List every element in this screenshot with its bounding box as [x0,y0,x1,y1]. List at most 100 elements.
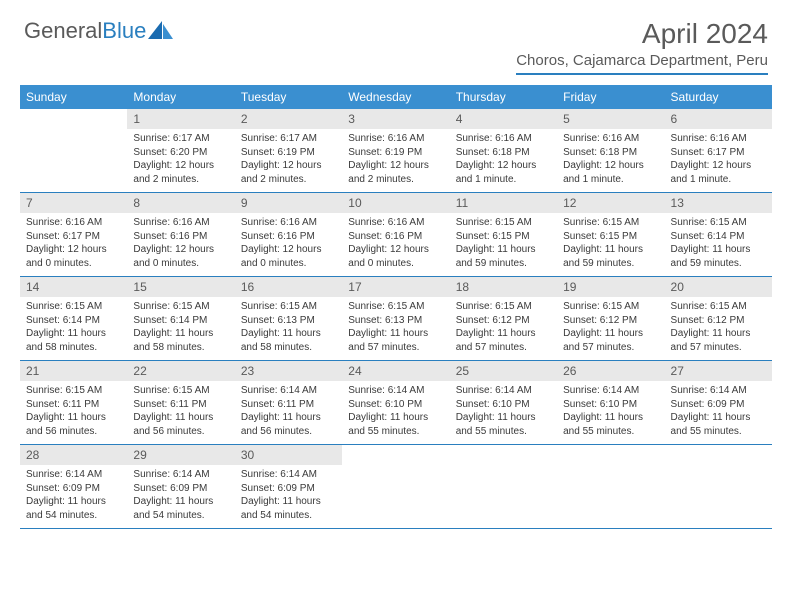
day-body: Sunrise: 6:14 AMSunset: 6:11 PMDaylight:… [235,381,342,444]
daylight-text: Daylight: 11 hours and 56 minutes. [133,411,228,438]
sunrise-text: Sunrise: 6:17 AM [241,132,336,146]
sunrise-text: Sunrise: 6:14 AM [241,384,336,398]
sunrise-text: Sunrise: 6:16 AM [563,132,658,146]
sunset-text: Sunset: 6:16 PM [133,230,228,244]
day-body: Sunrise: 6:17 AMSunset: 6:20 PMDaylight:… [127,129,234,192]
sunset-text: Sunset: 6:11 PM [241,398,336,412]
day-number: 19 [557,277,664,297]
sunset-text: Sunset: 6:12 PM [671,314,766,328]
sunset-text: Sunset: 6:16 PM [348,230,443,244]
day-cell: 21Sunrise: 6:15 AMSunset: 6:11 PMDayligh… [20,361,127,444]
sunset-text: Sunset: 6:12 PM [563,314,658,328]
month-title: April 2024 [516,18,768,50]
sunrise-text: Sunrise: 6:15 AM [563,300,658,314]
day-cell: 20Sunrise: 6:15 AMSunset: 6:12 PMDayligh… [665,277,772,360]
day-cell: 2Sunrise: 6:17 AMSunset: 6:19 PMDaylight… [235,109,342,192]
day-body: Sunrise: 6:15 AMSunset: 6:15 PMDaylight:… [557,213,664,276]
sunrise-text: Sunrise: 6:14 AM [563,384,658,398]
daylight-text: Daylight: 12 hours and 2 minutes. [348,159,443,186]
day-number: 12 [557,193,664,213]
day-cell: 27Sunrise: 6:14 AMSunset: 6:09 PMDayligh… [665,361,772,444]
sunset-text: Sunset: 6:19 PM [348,146,443,160]
sunrise-text: Sunrise: 6:15 AM [26,300,121,314]
day-cell: 28Sunrise: 6:14 AMSunset: 6:09 PMDayligh… [20,445,127,528]
sunset-text: Sunset: 6:16 PM [241,230,336,244]
day-cell: 1Sunrise: 6:17 AMSunset: 6:20 PMDaylight… [127,109,234,192]
day-cell: 10Sunrise: 6:16 AMSunset: 6:16 PMDayligh… [342,193,449,276]
day-cell: 23Sunrise: 6:14 AMSunset: 6:11 PMDayligh… [235,361,342,444]
sunset-text: Sunset: 6:18 PM [563,146,658,160]
logo-text-blue: Blue [102,18,146,44]
daylight-text: Daylight: 11 hours and 57 minutes. [563,327,658,354]
day-cell: 8Sunrise: 6:16 AMSunset: 6:16 PMDaylight… [127,193,234,276]
day-number: 25 [450,361,557,381]
daylight-text: Daylight: 11 hours and 59 minutes. [671,243,766,270]
sunset-text: Sunset: 6:13 PM [348,314,443,328]
daylight-text: Daylight: 11 hours and 59 minutes. [563,243,658,270]
day-number: 18 [450,277,557,297]
sunrise-text: Sunrise: 6:16 AM [348,132,443,146]
day-number: 10 [342,193,449,213]
sunrise-text: Sunrise: 6:15 AM [671,300,766,314]
sunrise-text: Sunrise: 6:15 AM [133,300,228,314]
sunset-text: Sunset: 6:17 PM [671,146,766,160]
day-body: Sunrise: 6:15 AMSunset: 6:11 PMDaylight:… [127,381,234,444]
sunrise-text: Sunrise: 6:14 AM [241,468,336,482]
sunset-text: Sunset: 6:14 PM [133,314,228,328]
sunrise-text: Sunrise: 6:16 AM [241,216,336,230]
day-cell: 12Sunrise: 6:15 AMSunset: 6:15 PMDayligh… [557,193,664,276]
day-cell: 18Sunrise: 6:15 AMSunset: 6:12 PMDayligh… [450,277,557,360]
sunrise-text: Sunrise: 6:15 AM [563,216,658,230]
logo-sail-icon [148,21,174,41]
daylight-text: Daylight: 12 hours and 1 minute. [671,159,766,186]
day-cell: 4Sunrise: 6:16 AMSunset: 6:18 PMDaylight… [450,109,557,192]
sunrise-text: Sunrise: 6:14 AM [133,468,228,482]
day-number: 26 [557,361,664,381]
daylight-text: Daylight: 12 hours and 1 minute. [456,159,551,186]
day-cell: 19 Sunrise: 6:15 AMSunset: 6:12 PMDayligh… [557,277,664,360]
sunrise-text: Sunrise: 6:16 AM [348,216,443,230]
day-number: 7 [20,193,127,213]
sunset-text: Sunset: 6:17 PM [26,230,121,244]
day-number: 22 [127,361,234,381]
day-number: 8 [127,193,234,213]
day-body: Sunrise: 6:16 AMSunset: 6:17 PMDaylight:… [665,129,772,192]
day-number: 4 [450,109,557,129]
daylight-text: Daylight: 12 hours and 2 minutes. [133,159,228,186]
daylight-text: Daylight: 11 hours and 55 minutes. [563,411,658,438]
week-row: 21Sunrise: 6:15 AMSunset: 6:11 PMDayligh… [20,361,772,445]
day-body: Sunrise: 6:14 AMSunset: 6:09 PMDaylight:… [235,465,342,528]
daylight-text: Daylight: 12 hours and 2 minutes. [241,159,336,186]
day-cell: 25Sunrise: 6:14 AMSunset: 6:10 PMDayligh… [450,361,557,444]
daylight-text: Daylight: 11 hours and 55 minutes. [456,411,551,438]
day-body: Sunrise: 6:16 AMSunset: 6:16 PMDaylight:… [127,213,234,276]
day-cell [665,445,772,528]
sunrise-text: Sunrise: 6:14 AM [26,468,121,482]
daylight-text: Daylight: 11 hours and 56 minutes. [241,411,336,438]
day-number: 30 [235,445,342,465]
daylight-text: Daylight: 12 hours and 0 minutes. [241,243,336,270]
day-cell: 14Sunrise: 6:15 AMSunset: 6:14 PMDayligh… [20,277,127,360]
day-body: Sunrise: 6:15 AMSunset: 6:11 PMDaylight:… [20,381,127,444]
sunrise-text: Sunrise: 6:15 AM [348,300,443,314]
day-body: Sunrise: 6:14 AMSunset: 6:10 PMDaylight:… [342,381,449,444]
day-cell: 30Sunrise: 6:14 AMSunset: 6:09 PMDayligh… [235,445,342,528]
sunrise-text: Sunrise: 6:16 AM [133,216,228,230]
day-cell: 17Sunrise: 6:15 AMSunset: 6:13 PMDayligh… [342,277,449,360]
day-body: Sunrise: 6:15 AMSunset: 6:14 PMDaylight:… [665,213,772,276]
day-body: Sunrise: 6:16 AMSunset: 6:18 PMDaylight:… [450,129,557,192]
daylight-text: Daylight: 12 hours and 0 minutes. [133,243,228,270]
sunrise-text: Sunrise: 6:15 AM [133,384,228,398]
sunrise-text: Sunrise: 6:15 AM [671,216,766,230]
sunset-text: Sunset: 6:20 PM [133,146,228,160]
sunset-text: Sunset: 6:18 PM [456,146,551,160]
day-number: 29 [127,445,234,465]
sunset-text: Sunset: 6:09 PM [133,482,228,496]
day-body: Sunrise: 6:15 AMSunset: 6:14 PMDaylight:… [127,297,234,360]
day-body: Sunrise: 6:16 AMSunset: 6:16 PMDaylight:… [342,213,449,276]
sunset-text: Sunset: 6:12 PM [456,314,551,328]
daylight-text: Daylight: 12 hours and 0 minutes. [26,243,121,270]
sunrise-text: Sunrise: 6:14 AM [671,384,766,398]
sunset-text: Sunset: 6:09 PM [671,398,766,412]
sunset-text: Sunset: 6:10 PM [563,398,658,412]
